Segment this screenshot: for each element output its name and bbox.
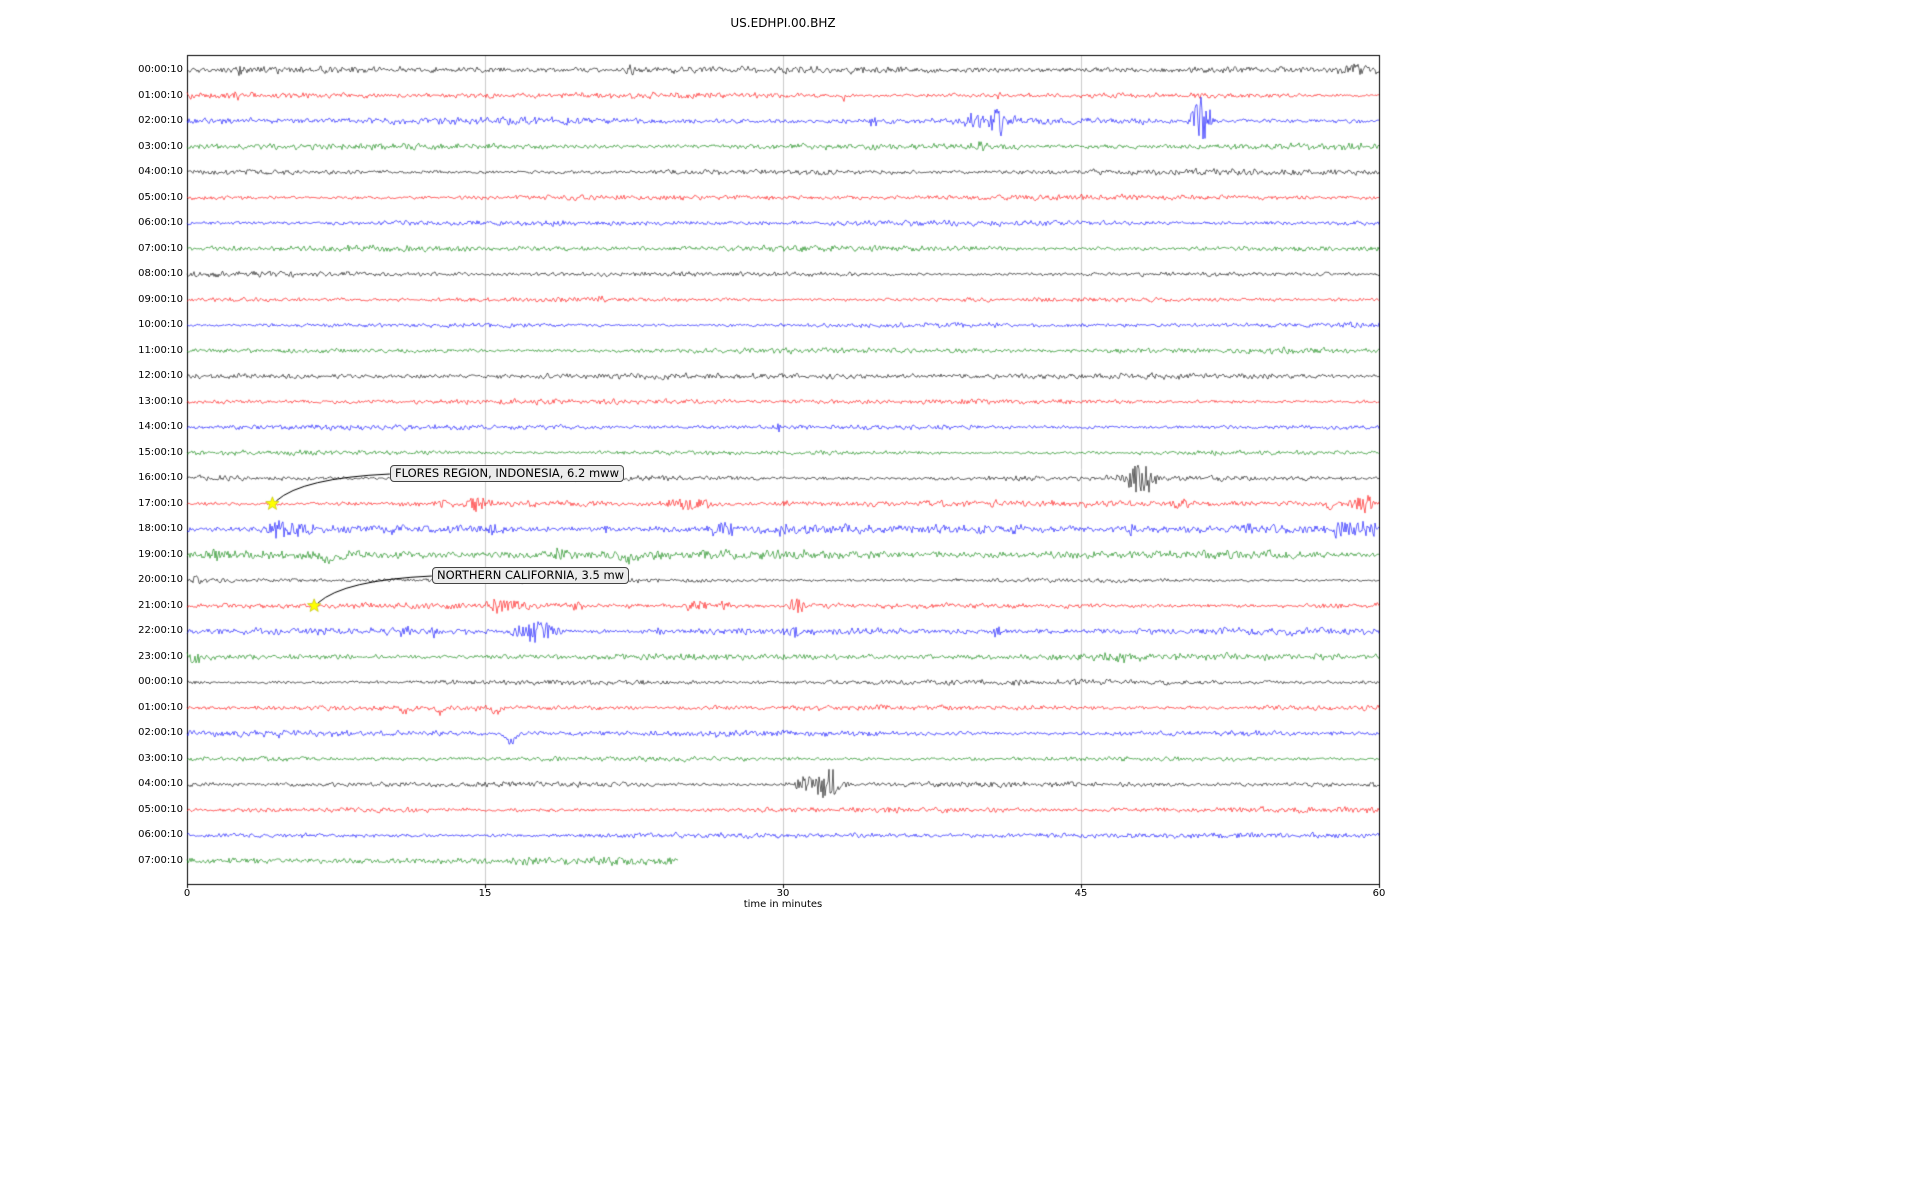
x-tick-label: 15 (478, 888, 492, 899)
trace-row-label: 11:00:10 (138, 344, 183, 356)
trace-row-label: 03:00:10 (138, 140, 183, 152)
trace-row-label: 03:00:10 (138, 752, 183, 764)
x-tick-label: 60 (1372, 888, 1386, 899)
trace-row-label: 14:00:10 (138, 421, 183, 433)
x-tick-label: 45 (1074, 888, 1088, 899)
event-annotation-norcal: NORTHERN CALIFORNIA, 3.5 mw (432, 567, 630, 584)
trace-row-label: 09:00:10 (138, 293, 183, 305)
chart-title: US.EDHPI.00.BHZ (730, 16, 836, 30)
trace-row-label: 05:00:10 (138, 191, 183, 203)
trace-row-label: 16:00:10 (138, 472, 183, 484)
trace-row-label: 01:00:10 (138, 89, 183, 101)
trace-row-label: 21:00:10 (138, 599, 183, 611)
trace-row-label: 04:00:10 (138, 166, 183, 178)
trace-row-label: 07:00:10 (138, 855, 183, 866)
trace-row-label: 04:00:10 (138, 778, 183, 790)
trace-row-label: 00:00:10 (138, 676, 183, 688)
trace-row-label: 02:00:10 (138, 115, 183, 127)
trace-row-label: 13:00:10 (138, 395, 183, 407)
trace-row-label: 08:00:10 (138, 268, 183, 280)
event-annotation-flores: FLORES REGION, INDONESIA, 6.2 mww (390, 465, 624, 482)
trace-row-label: 15:00:10 (138, 446, 183, 458)
trace-row-label: 01:00:10 (138, 701, 183, 713)
trace-row-label: 00:00:10 (138, 64, 183, 75)
trace-row-label: 06:00:10 (138, 217, 183, 229)
trace-row-label: 05:00:10 (138, 803, 183, 815)
trace-row-label: 18:00:10 (138, 523, 183, 535)
trace-row-label: 06:00:10 (138, 829, 183, 841)
trace-row-label: 20:00:10 (138, 574, 183, 586)
x-tick-label: 0 (183, 888, 191, 899)
trace-row-label: 12:00:10 (138, 370, 183, 382)
x-tick-label: 30 (776, 888, 790, 899)
trace-row-label: 17:00:10 (138, 497, 183, 509)
trace-row-label: 22:00:10 (138, 625, 183, 637)
trace-row-label: 02:00:10 (138, 727, 183, 739)
trace-row-label: 10:00:10 (138, 319, 183, 331)
trace-row-label: 23:00:10 (138, 650, 183, 662)
trace-row-label: 19:00:10 (138, 548, 183, 560)
x-axis-label: time in minutes (743, 899, 823, 910)
trace-row-label: 07:00:10 (138, 242, 183, 254)
